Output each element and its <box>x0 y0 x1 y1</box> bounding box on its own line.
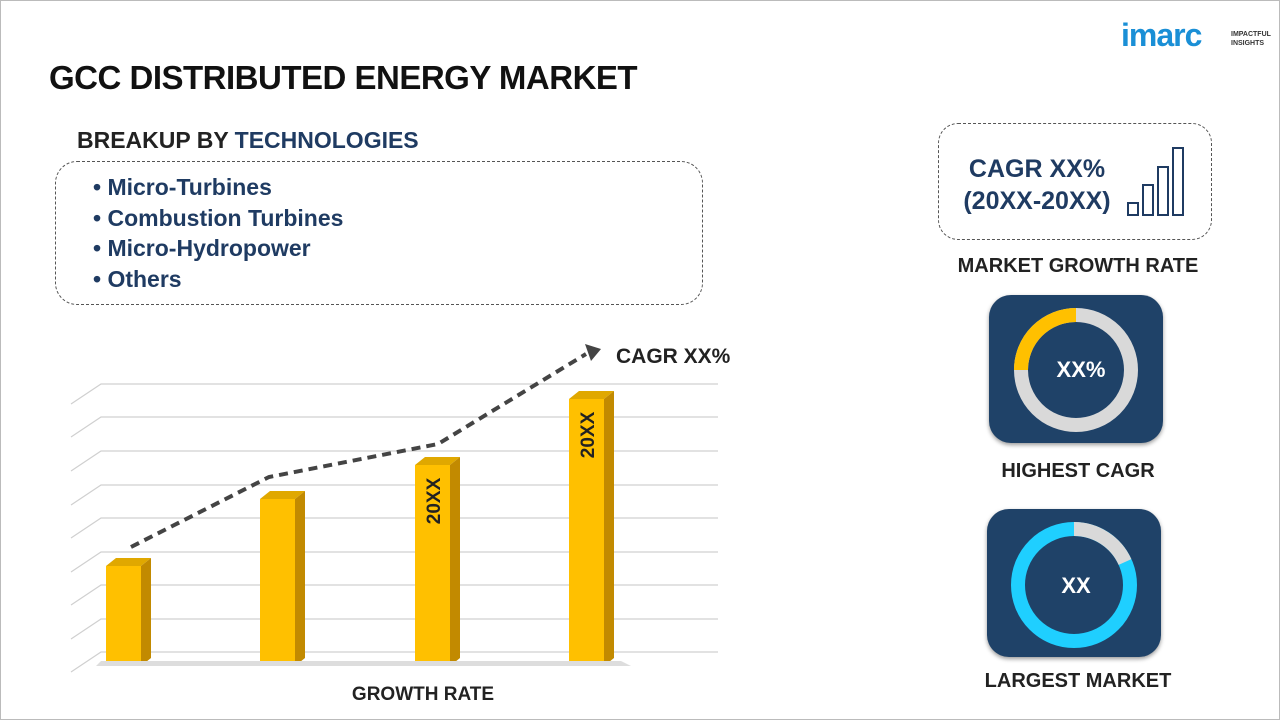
section-heading: BREAKUP BY TECHNOLOGIES <box>77 127 419 154</box>
donut: XX <box>1011 522 1137 648</box>
caption: MARKET GROWTH RATE <box>957 255 1199 277</box>
grid <box>70 383 718 673</box>
caption: HIGHEST CAGR <box>1001 460 1155 482</box>
bars <box>96 391 631 666</box>
bar-label: 20XX <box>424 477 445 524</box>
card-value: XX <box>1061 573 1091 598</box>
card-value: XX% <box>1057 357 1106 382</box>
growth-rate-box <box>938 123 1212 240</box>
tagline-line: IMPACTFUL <box>1231 31 1271 38</box>
segment-item: Micro-Hydropower <box>93 233 702 264</box>
segment-item: Micro-Turbines <box>93 172 702 203</box>
logo: imarc <box>1121 17 1202 53</box>
segment-item: Combustion Turbines <box>93 203 702 234</box>
chart-cagr: CAGR XX% <box>616 345 731 368</box>
heading-dimension: TECHNOLOGIES <box>234 127 419 153</box>
trend-arrow <box>130 352 588 549</box>
bar-label: 20XX <box>578 411 599 458</box>
segment-list: Micro-Turbines Combustion Turbines Micro… <box>55 161 703 305</box>
bar-icon <box>1127 147 1184 216</box>
caption: LARGEST MARKET <box>984 670 1172 692</box>
growth-rate-period: (20XX-20XX) <box>963 187 1111 215</box>
logo-tagline: IMPACTFUL INSIGHTS <box>1231 30 1271 48</box>
growth-rate-value: CAGR XX% <box>968 155 1106 183</box>
arrow-head <box>585 344 601 361</box>
growth-chart: CAGR XX% 20XX 20XX GROWTH RATE <box>70 344 731 705</box>
segment-item: Others <box>93 264 702 295</box>
page-title: GCC DISTRIBUTED ENERGY MARKET <box>49 59 638 96</box>
chart-caption: GROWTH RATE <box>352 684 494 705</box>
tagline-line: INSIGHTS <box>1231 40 1265 47</box>
heading-label: BREAKUP BY <box>77 127 229 153</box>
donut: XX% <box>1014 308 1138 432</box>
growth-rate-text: CAGR XX% (20XX-20XX) <box>951 153 1123 217</box>
